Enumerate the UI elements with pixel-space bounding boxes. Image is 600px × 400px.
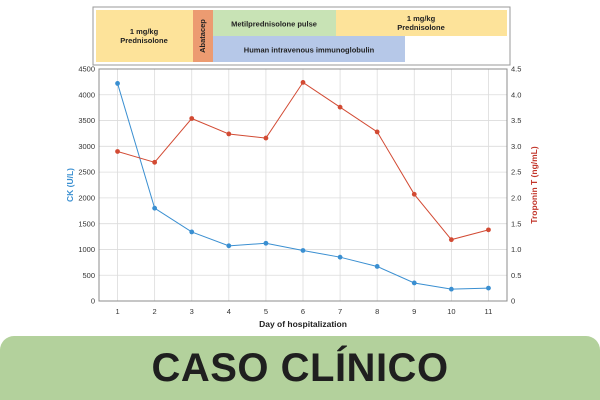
treatment-band — [213, 36, 405, 62]
series-point-1 — [448, 286, 454, 292]
right-tick-label: 4.5 — [511, 65, 521, 74]
x-tick-label: 10 — [447, 307, 455, 316]
left-tick-label: 1500 — [78, 219, 95, 228]
series-point-2 — [152, 159, 158, 165]
left-tick-label: 3500 — [78, 116, 95, 125]
left-tick-label: 2000 — [78, 193, 95, 202]
series-point-1 — [115, 81, 120, 86]
right-tick-label: 2.0 — [511, 193, 521, 202]
right-tick-label: 1.5 — [511, 219, 521, 228]
treatment-label: Human intravenous immunoglobulin — [244, 46, 375, 55]
x-tick-label: 5 — [264, 307, 268, 316]
left-axis-label: CK (U/L) — [65, 168, 75, 202]
treatment-band — [193, 10, 213, 62]
left-tick-label: 0 — [91, 297, 95, 306]
chart-series — [115, 80, 491, 292]
series-point-1 — [263, 240, 269, 246]
x-tick-label: 6 — [301, 307, 305, 316]
footer-banner: CASO CLÍNICO — [0, 336, 600, 400]
right-axis-label: Troponin T (ng/mL) — [529, 146, 539, 224]
right-tick-label: 1.0 — [511, 245, 521, 254]
series-point-1 — [374, 264, 380, 269]
treatment-label: 1 mg/kg Prednisolone — [397, 14, 445, 32]
x-tick-label: 3 — [190, 307, 194, 316]
x-tick-label: 2 — [153, 307, 157, 316]
series-point-2 — [486, 227, 491, 233]
right-tick-label: 2.5 — [511, 168, 521, 177]
treatment-label: Abatacep — [198, 19, 207, 53]
series-point-1 — [300, 248, 306, 253]
series-point-2 — [189, 116, 195, 121]
series-point-2 — [115, 149, 120, 154]
right-tick-label: 3.0 — [511, 142, 521, 151]
chart-axes: 0 500 1000 1500 2000 2500 3000 3500 4000 4500 0 0.5… — [78, 65, 521, 316]
treatment-band — [96, 10, 193, 62]
series-point-1 — [337, 254, 343, 260]
x-tick-label: 1 — [115, 307, 119, 316]
left-tick-label: 1000 — [78, 245, 95, 254]
series-point-2 — [411, 191, 417, 197]
plot-frame — [98, 68, 508, 302]
left-tick-label: 4000 — [78, 90, 95, 99]
treatment-band — [336, 10, 507, 36]
chart-grid — [99, 68, 507, 302]
series-point-2 — [226, 131, 232, 137]
series-point-1 — [152, 205, 158, 211]
x-axis-label: Day of hospitalization — [259, 319, 347, 329]
series-point-1 — [189, 229, 195, 235]
right-tick-label: 3.5 — [511, 116, 521, 125]
x-tick-label: 11 — [485, 307, 493, 316]
series-point-2 — [263, 135, 269, 141]
left-tick-label: 500 — [82, 271, 95, 280]
chart: 1 mg/kg Prednisolone Abatacep Metilpredniso… — [65, 6, 539, 329]
series-point-2 — [337, 104, 343, 110]
left-tick-label: 3000 — [78, 142, 95, 151]
treatment-label: 1 mg/kg Prednisolone — [120, 27, 168, 45]
series-point-1 — [226, 243, 232, 249]
series-point-2 — [448, 237, 454, 243]
x-tick-label: 7 — [338, 307, 342, 316]
series-point-2 — [374, 129, 380, 135]
footer-title: CASO CLÍNICO — [151, 345, 449, 390]
series-point-1 — [486, 285, 491, 291]
x-tick-label: 9 — [412, 307, 416, 316]
series-point-1 — [411, 280, 417, 286]
x-tick-label: 8 — [375, 307, 379, 316]
left-tick-label: 2500 — [78, 168, 95, 177]
treatment-timeline: 1 mg/kg Prednisolone Abatacep Metilpredniso… — [92, 6, 511, 66]
right-tick-label: 4.0 — [511, 90, 521, 99]
right-tick-label: 0 — [511, 297, 515, 306]
treatment-label: Metilprednisolone pulse — [231, 20, 317, 29]
left-tick-label: 4500 — [78, 65, 95, 74]
treatment-band — [213, 10, 336, 36]
right-tick-label: 0.5 — [511, 271, 521, 280]
series-point-2 — [300, 80, 306, 85]
x-tick-label: 4 — [227, 307, 231, 316]
